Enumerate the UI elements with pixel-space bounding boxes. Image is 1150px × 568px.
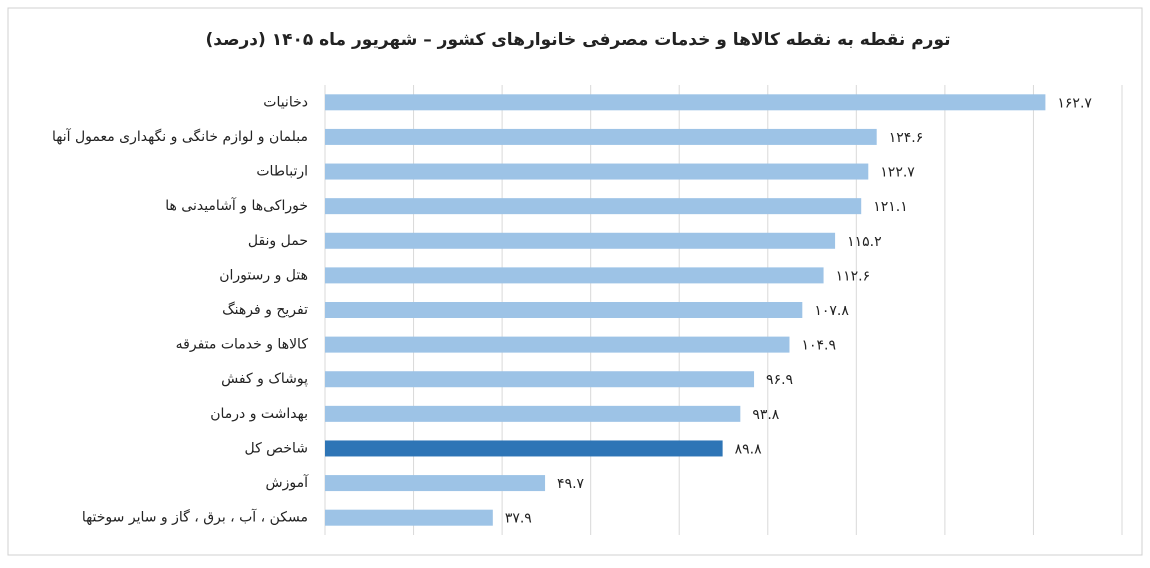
y-tick-label: پوشاک و کفش [221,371,308,387]
y-tick-label: هتل و رستوران [219,267,308,283]
value-label: ۴۹.۷ [557,476,584,492]
chart-title: تورم نقطه به نقطه کالاها و خدمات مصرفی خ… [205,30,950,50]
value-label: ۹۶.۹ [766,372,793,388]
bar [325,405,741,422]
bar [325,509,493,526]
y-tick-label: مسکن ، آب ، برق ، گاز و سایر سوختها [82,509,308,526]
value-label: ۳۷.۹ [505,511,532,527]
y-tick-label: خوراکی‌ها و آشامیدنی ها [165,197,308,214]
y-tick-label: کالاها و خدمات متفرقه [176,337,309,353]
y-tick-label: دخانیات [263,94,308,110]
bar [325,336,790,353]
bar [325,232,836,249]
value-label: ۱۱۲.۶ [836,268,871,284]
y-tick-label: بهداشت و درمان [210,406,308,422]
y-tick-label: ارتباطات [256,164,308,180]
bar [325,163,869,180]
y-tick-label: تفریح و فرهنگ [222,301,308,318]
bar [325,128,877,145]
value-label: ۱۱۵.۲ [847,234,882,250]
value-label: ۱۶۲.۷ [1057,95,1092,111]
bar [325,267,824,284]
bar [325,475,546,492]
value-label: ۱۲۴.۶ [889,130,924,146]
value-label: ۱۲۲.۷ [880,165,915,181]
bar [325,440,723,457]
bar [325,302,803,318]
value-label: ۱۲۱.۱ [873,199,908,215]
y-tick-label: مبلمان و لوازم خانگی و نگهداری معمول آنه… [52,128,308,145]
value-label: ۹۳.۸ [752,407,779,423]
bar [325,94,1046,111]
bar [325,198,862,215]
bar [325,371,755,388]
y-tick-label: حمل ونقل [248,233,308,249]
value-label: ۸۹.۸ [735,441,762,457]
y-tick-label: آموزش [266,474,310,491]
value-label: ۱۰۴.۹ [801,338,836,354]
y-tick-label: شاخص کل [244,440,308,456]
value-label: ۱۰۷.۸ [814,303,849,319]
